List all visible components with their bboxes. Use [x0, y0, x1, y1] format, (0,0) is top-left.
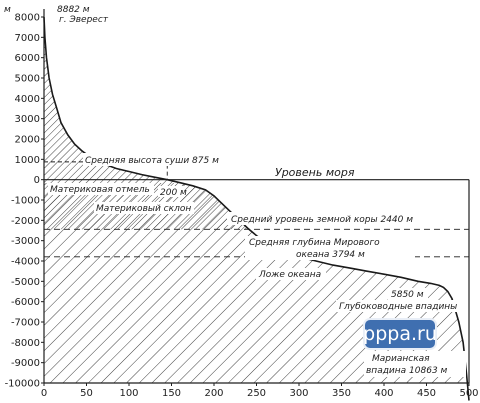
mariana-label-1: Марианская [372, 354, 430, 364]
y-tick-label: -8000 [11, 338, 40, 349]
y-tick-label: -7000 [11, 318, 40, 329]
trenches-label: Глубоководные впадины [339, 302, 457, 312]
ocean-depth-label-2: океана 3794 м [296, 250, 365, 260]
y-tick-label: -2000 [11, 216, 40, 227]
y-tick-label: 1000 [15, 155, 40, 166]
y-tick-label: -10000 [5, 379, 40, 390]
crust-level-label: Средний уровень земной коры 2440 м [231, 215, 413, 225]
mariana-label-2: впадина 10863 м [366, 366, 448, 376]
y-tick-label: 8000 [15, 13, 40, 24]
y-tick-label: 4000 [15, 94, 40, 105]
peak-value-label: 8882 м [57, 5, 90, 15]
shelf-label: Материковая отмель [50, 185, 150, 195]
trench-depth-label: 5850 м [391, 290, 424, 300]
y-tick-label: 3000 [15, 114, 40, 125]
shelf-label-bg [48, 183, 154, 195]
x-tick-label: 150 [162, 388, 181, 399]
y-tick-label: -5000 [11, 277, 40, 288]
x-tick-label: 50 [80, 388, 93, 399]
shelf-depth-label-bg [158, 186, 184, 197]
slope-label: Материковый склон [96, 204, 191, 214]
x-tick-label: 250 [247, 388, 266, 399]
ocean-depth-label-bg [245, 236, 415, 260]
x-tick-label: 0 [41, 388, 47, 399]
x-tick-label: 350 [332, 388, 351, 399]
avg-land-label-bg [83, 153, 226, 166]
trench-depth-label-bg [388, 288, 428, 300]
ocean-floor-label-bg [256, 268, 326, 280]
x-tick-label: 200 [204, 388, 223, 399]
y-tick-label: -4000 [11, 257, 40, 268]
shelf-depth-label: 200 м [160, 188, 187, 198]
avg-land-label: Средняя высота суши 875 м [85, 156, 219, 166]
peak-name-label: г. Эверест [59, 15, 109, 25]
x-tick-label: 300 [289, 388, 308, 399]
trenches-label-bg [336, 300, 464, 312]
y-tick-label: -1000 [11, 196, 40, 207]
x-tick-label: 100 [119, 388, 138, 399]
y-tick-label: -6000 [11, 297, 40, 308]
y-tick-label: -3000 [11, 236, 40, 247]
ocean-depth-label-1: Средняя глубина Мирового [249, 238, 380, 248]
tick-labels: 800070006000500040003000200010000-1000-2… [5, 13, 479, 400]
sea-level-label: Уровень моря [275, 166, 355, 179]
x-tick-label: 450 [417, 388, 436, 399]
y-tick-label: 2000 [15, 135, 40, 146]
watermark-badge: pppa.ru [363, 318, 437, 350]
land-area [44, 17, 168, 180]
ocean-floor-label: Ложе океана [258, 270, 321, 280]
crust-level-label-bg [227, 212, 447, 225]
y-tick-label: 6000 [15, 53, 40, 64]
x-tick-label: 400 [374, 388, 393, 399]
y-unit-label: м [4, 5, 11, 15]
y-tick-label: 7000 [15, 33, 40, 44]
avg-land-line [44, 161, 168, 180]
seafloor-area [44, 183, 469, 383]
y-tick-label: -9000 [11, 358, 40, 369]
y-tick-label: 5000 [15, 74, 40, 85]
y-tick-label: 0 [34, 175, 40, 186]
mariana-label-bg [364, 351, 466, 377]
slope-label-bg [94, 202, 194, 214]
